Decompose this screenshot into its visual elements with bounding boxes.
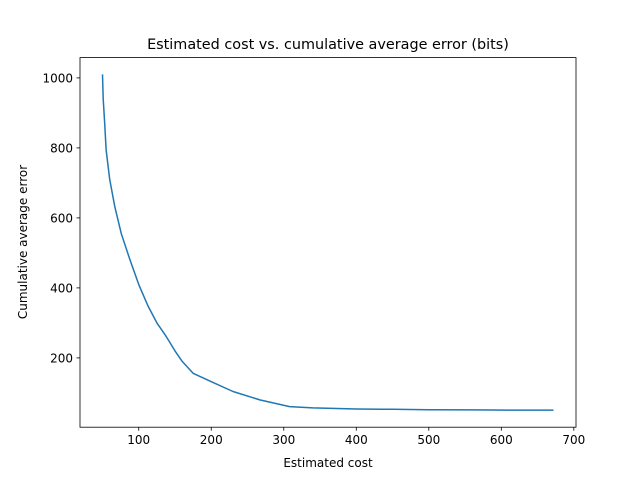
axes-frame [79,57,577,428]
x-tick-label: 100 [127,433,150,447]
x-tick-label: 500 [417,433,440,447]
x-tick-label: 600 [490,433,513,447]
y-tick-label: 400 [50,281,73,295]
x-tick-label: 200 [200,433,223,447]
chart-title: Estimated cost vs. cumulative average er… [147,37,509,53]
y-tick-label: 1000 [42,71,73,85]
y-axis-label: Cumulative average error [16,165,30,319]
x-tick-label: 300 [272,433,295,447]
series-line-error [101,74,554,411]
y-tick-label: 200 [50,351,73,365]
x-tick-label: 400 [345,433,368,447]
x-axis-label: Estimated cost [283,456,373,470]
y-tick-label: 600 [50,211,73,225]
y-tick-label: 800 [50,141,73,155]
x-tick-label: 700 [562,433,585,447]
